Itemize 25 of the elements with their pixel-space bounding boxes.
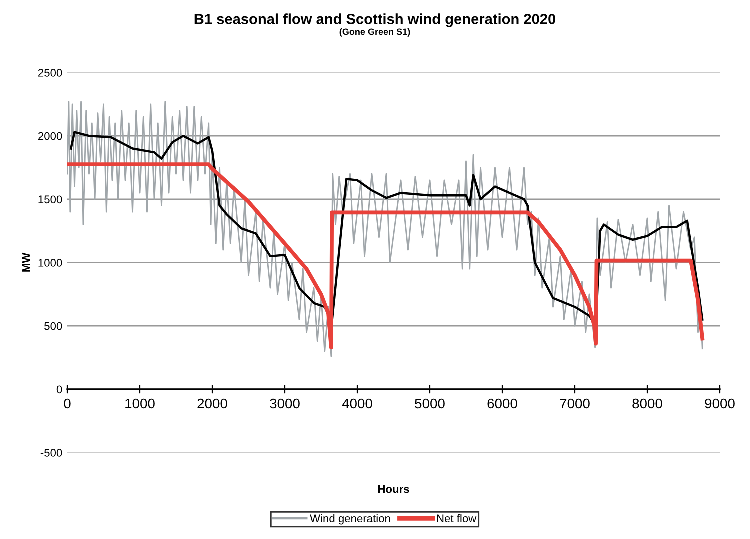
x-tick-label: 8000 (632, 398, 662, 409)
y-tick-label: 2500 (38, 69, 62, 77)
x-tick-label: 6000 (488, 398, 518, 409)
legend-label: Wind generation (310, 514, 390, 525)
legend-label: Net flow (437, 514, 477, 523)
chart-title: B1 seasonal flow and Scottish wind generation 2020 (194, 14, 556, 28)
y-tick-label: 500 (44, 322, 62, 330)
x-tick-label: 7000 (560, 398, 590, 409)
x-tick-label: 3000 (270, 398, 300, 409)
y-tick-label: -500 (40, 449, 62, 457)
line-series (68, 101, 704, 358)
x-tick-label: 9000 (705, 398, 735, 409)
x-tick-label: 2000 (198, 398, 228, 409)
line-series (68, 162, 705, 350)
x-tick-label: 1000 (126, 398, 155, 409)
y-tick-label: 0 (56, 386, 62, 394)
y-tick-label: 2000 (38, 132, 62, 140)
y-tick-label: 1500 (38, 196, 62, 204)
x-tick-label: 0 (64, 398, 71, 409)
x-tick-label: 4000 (342, 398, 372, 409)
x-axis-title: Hours (378, 485, 410, 494)
y-axis-title: MW (22, 252, 30, 272)
y-tick-label: 1000 (38, 259, 62, 267)
x-tick-label: 5000 (415, 398, 445, 409)
chart-subtitle: (Gone Green S1) (340, 28, 410, 37)
